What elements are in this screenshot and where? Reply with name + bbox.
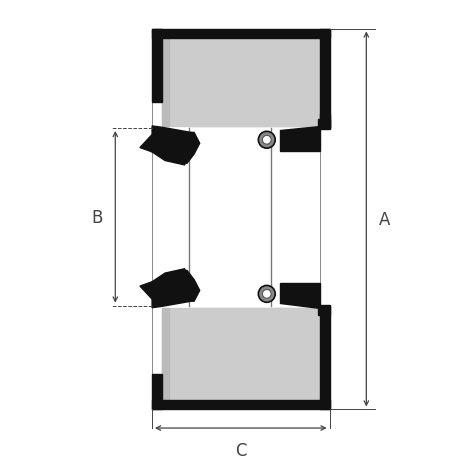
Circle shape <box>262 136 271 145</box>
Polygon shape <box>279 283 319 308</box>
Polygon shape <box>317 119 329 129</box>
Polygon shape <box>140 282 152 299</box>
Polygon shape <box>189 39 319 127</box>
Polygon shape <box>161 39 169 127</box>
Polygon shape <box>319 306 329 409</box>
Circle shape <box>258 286 274 302</box>
Polygon shape <box>152 127 190 166</box>
Polygon shape <box>140 135 152 152</box>
Polygon shape <box>152 39 161 103</box>
Polygon shape <box>319 29 329 129</box>
Text: B: B <box>92 208 103 226</box>
Polygon shape <box>152 400 329 409</box>
Text: A: A <box>378 211 389 229</box>
Polygon shape <box>152 400 161 409</box>
Polygon shape <box>317 305 329 315</box>
Polygon shape <box>152 29 329 39</box>
Polygon shape <box>279 127 319 151</box>
Polygon shape <box>152 269 190 308</box>
Text: C: C <box>235 441 246 459</box>
Polygon shape <box>319 115 329 129</box>
Circle shape <box>258 132 274 149</box>
Polygon shape <box>161 39 319 127</box>
Polygon shape <box>161 308 169 400</box>
Polygon shape <box>161 308 319 400</box>
Polygon shape <box>189 308 319 400</box>
Polygon shape <box>181 270 199 302</box>
Polygon shape <box>152 374 161 400</box>
Polygon shape <box>152 29 161 39</box>
Circle shape <box>262 290 271 299</box>
Polygon shape <box>181 133 199 164</box>
